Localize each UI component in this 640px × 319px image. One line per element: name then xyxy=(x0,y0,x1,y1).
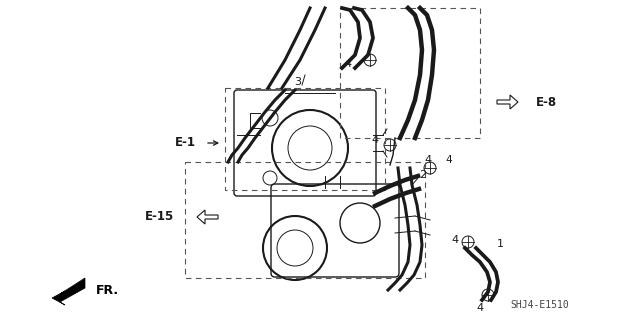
Text: 4: 4 xyxy=(371,135,379,145)
Polygon shape xyxy=(197,210,218,224)
Polygon shape xyxy=(52,278,85,305)
Text: 4: 4 xyxy=(425,155,432,165)
Text: 4: 4 xyxy=(476,303,484,313)
Text: 4: 4 xyxy=(344,59,351,69)
Polygon shape xyxy=(497,95,518,109)
Text: FR.: FR. xyxy=(96,285,119,298)
Text: SHJ4-E1510: SHJ4-E1510 xyxy=(511,300,570,310)
Text: E-8: E-8 xyxy=(536,95,557,108)
Text: E-1: E-1 xyxy=(175,137,195,150)
Text: 1: 1 xyxy=(497,239,504,249)
Text: 2: 2 xyxy=(419,170,427,180)
Text: 4: 4 xyxy=(445,155,452,165)
Text: 4: 4 xyxy=(451,235,459,245)
Text: E-15: E-15 xyxy=(145,211,175,224)
Text: 3: 3 xyxy=(294,77,301,87)
